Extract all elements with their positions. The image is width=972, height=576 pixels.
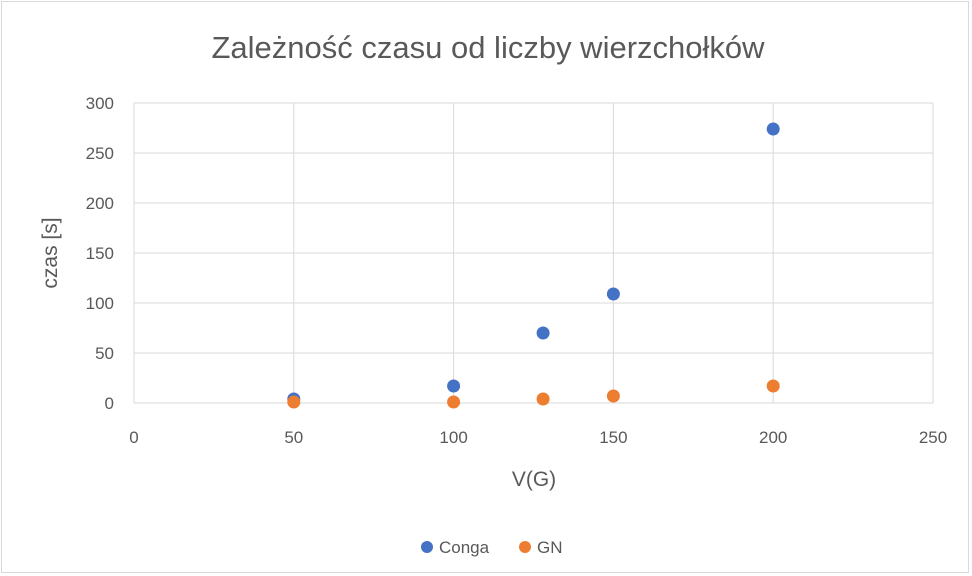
y-axis-title: czas [s] [39, 217, 62, 288]
legend-marker-gn [519, 541, 531, 553]
legend: Conga GN [421, 538, 563, 557]
x-tick-label: 50 [284, 428, 303, 447]
data-point-conga [447, 379, 461, 393]
y-tick-label: 150 [86, 244, 114, 263]
y-tick-label: 50 [95, 344, 114, 363]
y-tick-label: 300 [86, 94, 114, 113]
data-point-gn [766, 379, 780, 393]
x-tick-label: 250 [919, 428, 947, 447]
legend-marker-conga [421, 541, 433, 553]
x-tick-label: 200 [759, 428, 787, 447]
x-tick-label: 100 [439, 428, 467, 447]
y-tick-label: 0 [105, 394, 114, 413]
legend-label-conga: Conga [439, 538, 490, 557]
data-points [287, 122, 780, 409]
data-point-conga [536, 326, 550, 340]
x-tick-label: 0 [129, 428, 138, 447]
gridlines [133, 102, 934, 404]
data-point-conga [766, 122, 780, 136]
y-tick-label: 100 [86, 294, 114, 313]
y-tick-label: 200 [86, 194, 114, 213]
x-tick-label: 150 [599, 428, 627, 447]
data-point-gn [536, 392, 550, 406]
y-tick-label: 250 [86, 144, 114, 163]
legend-label-gn: GN [537, 538, 563, 557]
chart-title: Zależność czasu od liczby wierzchołków [211, 30, 765, 65]
data-point-gn [447, 395, 461, 409]
data-point-gn [287, 395, 301, 409]
x-axis-title: V(G) [512, 468, 556, 491]
data-point-gn [606, 389, 620, 403]
tick-labels: 0 50 100 150 200 250 300 0 50 100 150 200 250 [86, 94, 948, 447]
data-point-conga [606, 287, 620, 301]
